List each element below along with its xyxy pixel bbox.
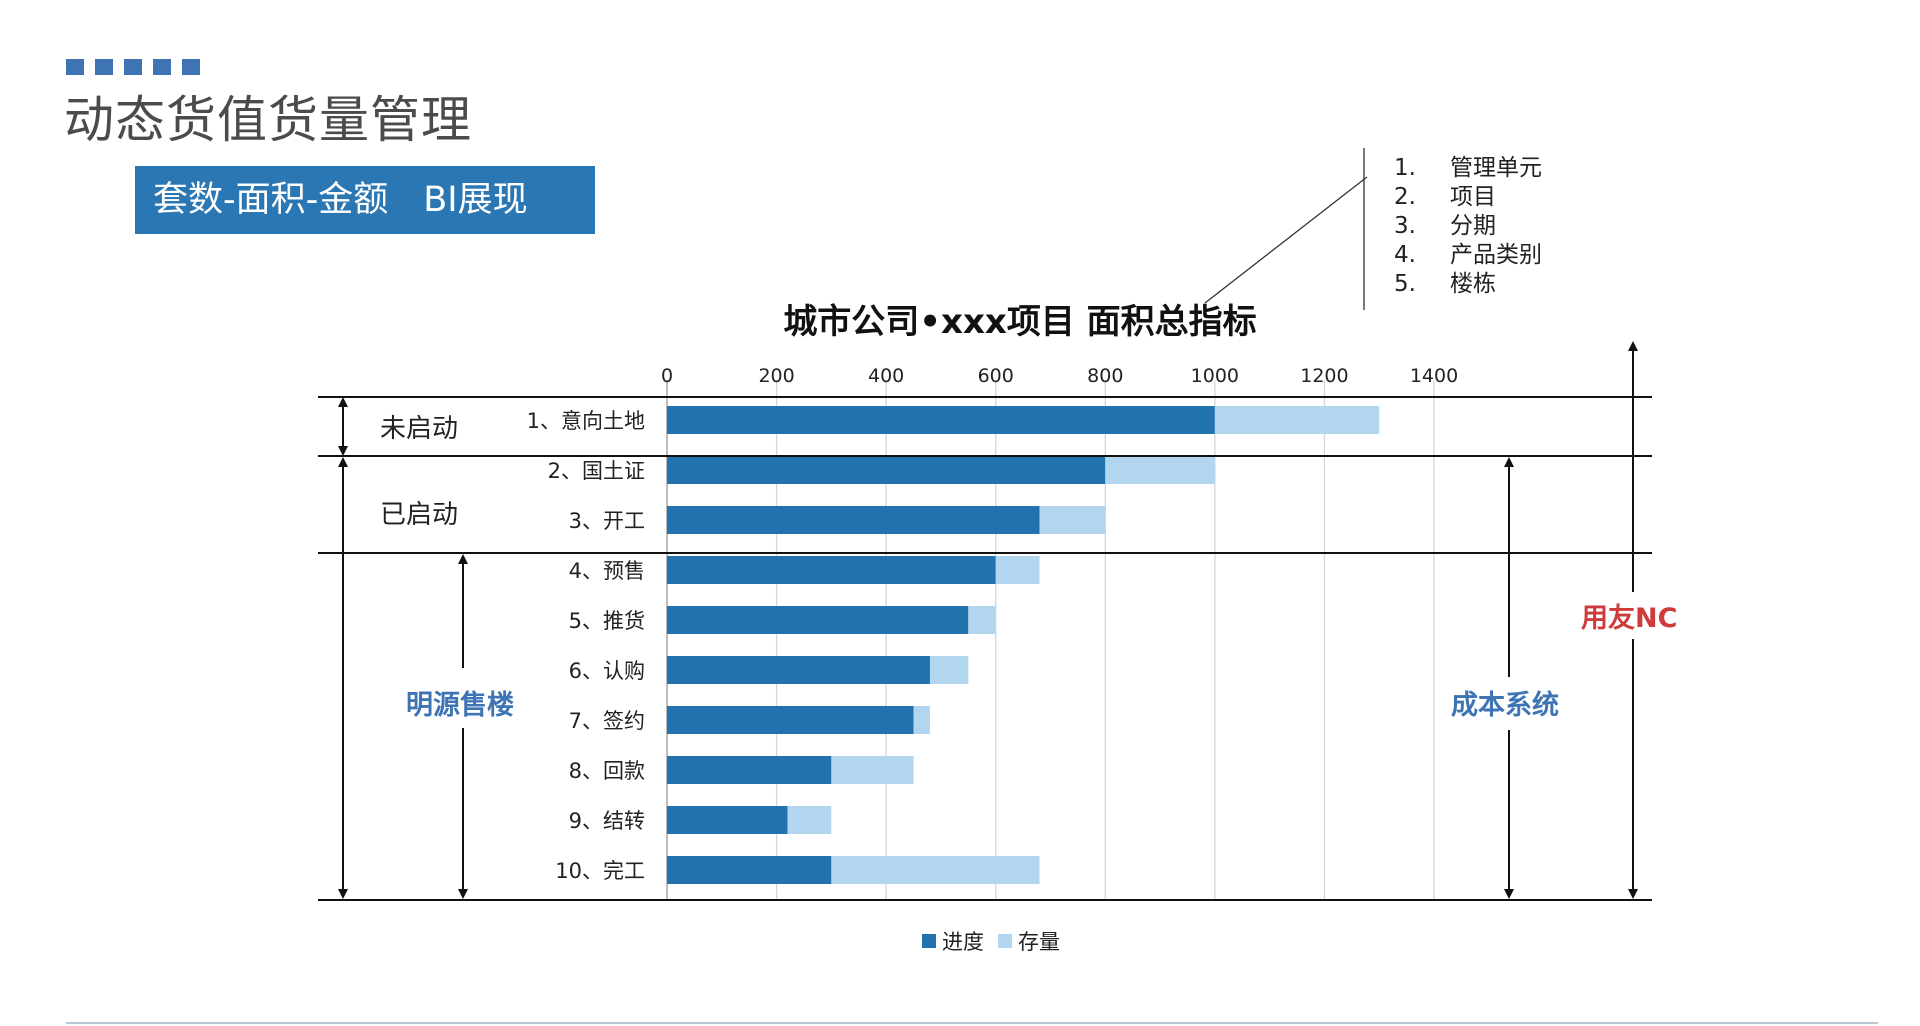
arrow-head [1504, 457, 1514, 467]
x-tick-label: 1200 [1300, 365, 1348, 387]
deco-square [66, 59, 84, 75]
category-label: 3、开工 [569, 509, 645, 533]
arrow-head [338, 457, 348, 467]
title-decoration [66, 59, 200, 75]
arrow-head [458, 554, 468, 564]
category-label: 2、国土证 [548, 459, 645, 483]
category-label: 9、结转 [569, 809, 645, 833]
arrow-head [1628, 889, 1638, 899]
legend-item-stock: 存量 [998, 926, 1060, 956]
bar-stock [913, 706, 930, 734]
arrow-head [1504, 889, 1514, 899]
deco-square [124, 59, 142, 75]
bar-stock [929, 656, 969, 684]
legend-swatch [998, 934, 1012, 948]
category-label: 10、完工 [555, 859, 645, 883]
stage-label-not-started: 未启动 [380, 414, 459, 444]
bar-progress [667, 556, 996, 584]
stage-label-started: 已启动 [380, 500, 459, 530]
x-tick-label: 800 [1087, 365, 1123, 387]
dimension-item: 4. 产品类别 [1394, 242, 1542, 268]
category-label: 6、认购 [569, 659, 645, 683]
x-tick-label: 200 [758, 365, 794, 387]
system-label-mingyuan: 明源售楼 [406, 690, 514, 721]
legend-item-progress: 进度 [922, 926, 984, 956]
bar-stock [787, 806, 832, 834]
bar-stock [1214, 406, 1380, 434]
arrow-head [338, 397, 348, 407]
deco-square [182, 59, 200, 75]
dimension-item: 1. 管理单元 [1394, 155, 1542, 181]
dimension-item: 3. 分期 [1394, 213, 1496, 239]
dimension-item: 5. 楼栋 [1394, 271, 1496, 297]
bar-stock [968, 606, 996, 634]
deco-square [153, 59, 171, 75]
legend-swatch [922, 934, 936, 948]
bar-progress [667, 656, 930, 684]
x-tick-label: 0 [661, 365, 673, 387]
bar-progress [667, 756, 832, 784]
arrow-head [338, 889, 348, 899]
bar-progress [667, 506, 1040, 534]
system-label-cost: 成本系统 [1451, 690, 1559, 721]
bar-progress [667, 856, 832, 884]
chart-legend: 进度 存量 [922, 926, 1060, 956]
banner: 套数-面积-金额 BI展现 [135, 166, 595, 234]
bar-progress [667, 406, 1215, 434]
dimension-list: 1. 管理单元 2. 项目 3. 分期 4. 产品类别 5. 楼栋 [1394, 154, 1542, 299]
footer-divider [66, 1022, 1878, 1024]
system-label-yonyou: 用友NC [1581, 603, 1678, 634]
bar-progress [667, 806, 788, 834]
bar-stock [831, 856, 1040, 884]
arrow-head [458, 889, 468, 899]
legend-label: 进度 [942, 930, 984, 954]
category-label: 7、签约 [569, 709, 645, 733]
bar-progress [667, 606, 969, 634]
page-title: 动态货值货量管理 [64, 91, 472, 149]
x-tick-label: 1400 [1410, 365, 1458, 387]
x-tick-label: 600 [978, 365, 1014, 387]
category-label: 4、预售 [569, 559, 645, 583]
dimension-item: 2. 项目 [1394, 184, 1496, 210]
bars-layer [667, 406, 1380, 884]
chart-title: 城市公司•xxx项目 面积总指标 [783, 302, 1257, 342]
bar-stock [995, 556, 1040, 584]
category-label: 8、回款 [569, 759, 645, 783]
legend-label: 存量 [1018, 930, 1060, 954]
x-tick-label: 400 [868, 365, 904, 387]
arrow-head [338, 446, 348, 456]
category-label-layer: 1、意向土地 2、国土证 3、开工 4、预售 5、推货 6、认购 7、签约 8、回款 9、结转 1… [527, 409, 645, 883]
bar-progress [667, 456, 1106, 484]
arrow-head [1628, 341, 1638, 351]
bar-stock [831, 756, 914, 784]
x-tick-layer: 0 200 400 600 800 1000 1200 1400 [661, 365, 1458, 387]
category-label: 5、推货 [569, 609, 645, 633]
x-tick-label: 1000 [1191, 365, 1239, 387]
dimension-pointer-line [1204, 176, 1368, 304]
structure-layer [318, 148, 1652, 901]
deco-square [95, 59, 113, 75]
bar-stock [1105, 456, 1215, 484]
category-label: 1、意向土地 [527, 409, 645, 433]
bar-progress [667, 706, 914, 734]
bar-stock [1039, 506, 1106, 534]
